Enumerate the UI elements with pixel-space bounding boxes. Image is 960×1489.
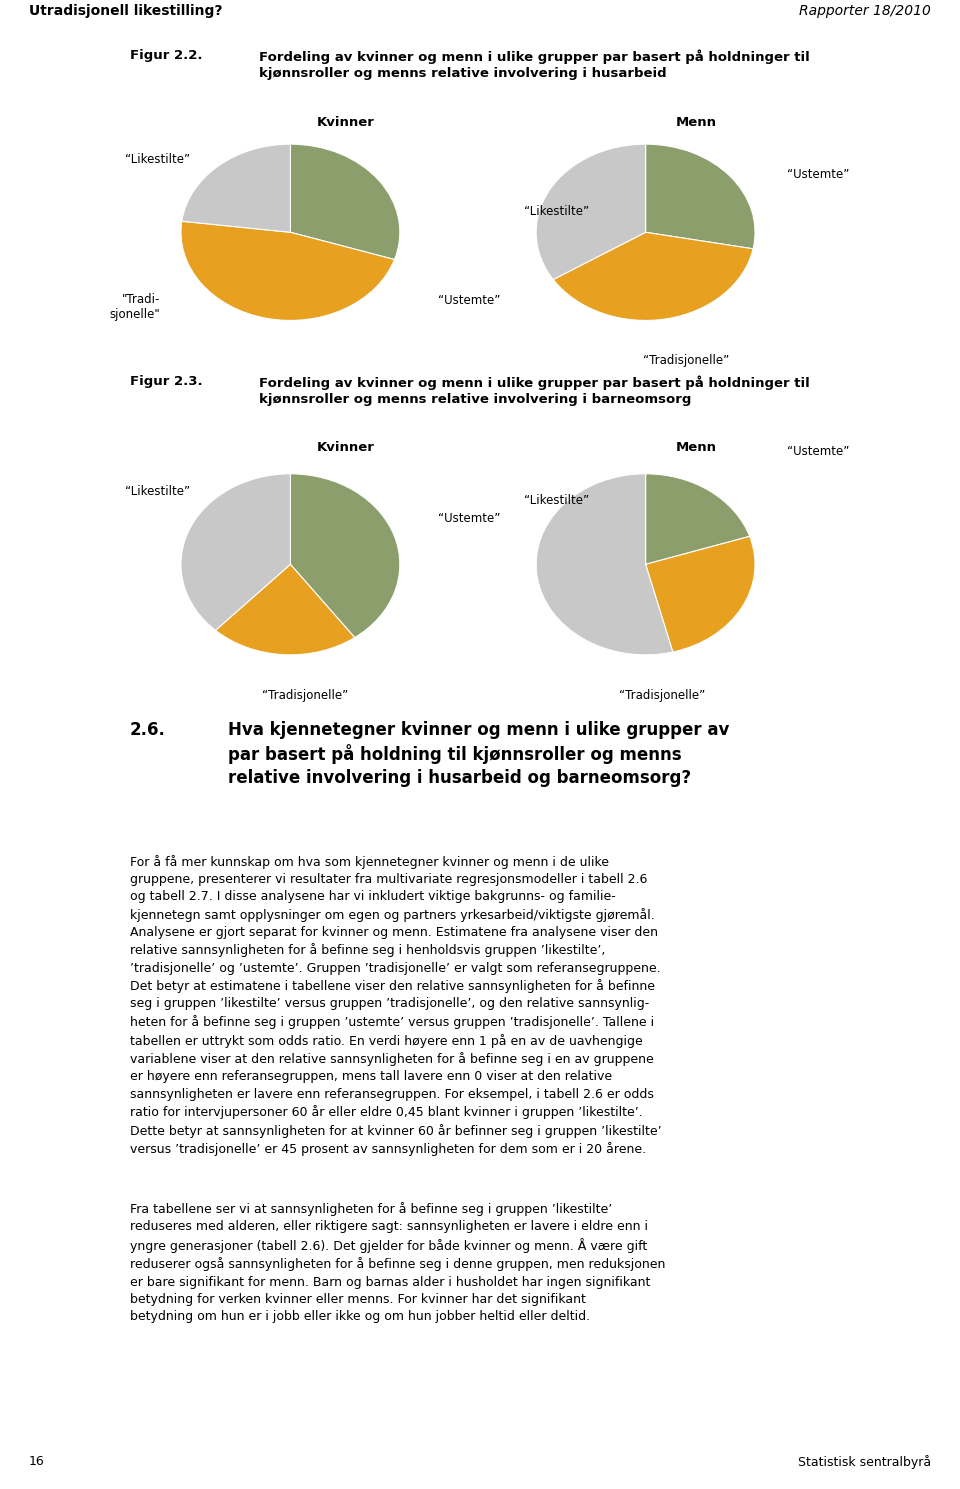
Text: Kvinner: Kvinner — [317, 116, 374, 130]
Text: “Tradisjonelle”: “Tradisjonelle” — [619, 689, 706, 703]
Text: Utradisjonell likestilling?: Utradisjonell likestilling? — [29, 3, 223, 18]
Text: Figur 2.2.: Figur 2.2. — [130, 49, 203, 63]
Wedge shape — [181, 222, 395, 320]
Wedge shape — [181, 144, 291, 232]
Text: Statistisk sentralbyrå: Statistisk sentralbyrå — [798, 1455, 931, 1468]
Text: 2.6.: 2.6. — [130, 721, 165, 739]
Text: “Tradisjonelle”: “Tradisjonelle” — [643, 354, 730, 368]
Text: Fordeling av kvinner og menn i ulike grupper par basert på holdninger til
kjønns: Fordeling av kvinner og menn i ulike gru… — [259, 49, 810, 80]
Text: “Ustemte”: “Ustemte” — [787, 168, 850, 180]
Text: Figur 2.3.: Figur 2.3. — [130, 375, 203, 389]
Wedge shape — [645, 144, 755, 249]
Text: “Likestilte”: “Likestilte” — [524, 205, 589, 217]
Text: “Ustemte”: “Ustemte” — [438, 512, 500, 524]
Text: “Ustemte”: “Ustemte” — [787, 445, 850, 457]
Text: “Tradisjonelle”: “Tradisjonelle” — [262, 689, 348, 703]
Wedge shape — [553, 232, 753, 320]
Text: “Ustemte”: “Ustemte” — [438, 295, 500, 307]
Wedge shape — [290, 474, 399, 637]
Wedge shape — [290, 144, 399, 259]
Text: "Tradi-
sjonelle": "Tradi- sjonelle" — [109, 293, 160, 322]
Text: 16: 16 — [29, 1455, 44, 1468]
Wedge shape — [645, 536, 755, 652]
Wedge shape — [215, 564, 355, 655]
Text: Menn: Menn — [676, 116, 716, 130]
Text: “Likestilte”: “Likestilte” — [125, 153, 190, 165]
Text: “Likestilte”: “Likestilte” — [524, 494, 589, 506]
Wedge shape — [537, 144, 646, 280]
Text: Menn: Menn — [676, 441, 716, 454]
Text: Fordeling av kvinner og menn i ulike grupper par basert på holdninger til
kjønns: Fordeling av kvinner og menn i ulike gru… — [259, 375, 810, 406]
Text: “Likestilte”: “Likestilte” — [125, 485, 190, 497]
Text: Hva kjennetegner kvinner og menn i ulike grupper av
par basert på holdning til k: Hva kjennetegner kvinner og menn i ulike… — [228, 721, 730, 788]
Text: Kvinner: Kvinner — [317, 441, 374, 454]
Wedge shape — [537, 474, 673, 655]
Text: For å få mer kunnskap om hva som kjennetegner kvinner og menn i de ulike
gruppen: For å få mer kunnskap om hva som kjennet… — [130, 855, 661, 1157]
Text: Rapporter 18/2010: Rapporter 18/2010 — [800, 3, 931, 18]
Text: Fra tabellene ser vi at sannsynligheten for å befinne seg i gruppen ’likestilte’: Fra tabellene ser vi at sannsynligheten … — [130, 1202, 665, 1322]
Wedge shape — [645, 474, 750, 564]
Wedge shape — [181, 474, 291, 630]
